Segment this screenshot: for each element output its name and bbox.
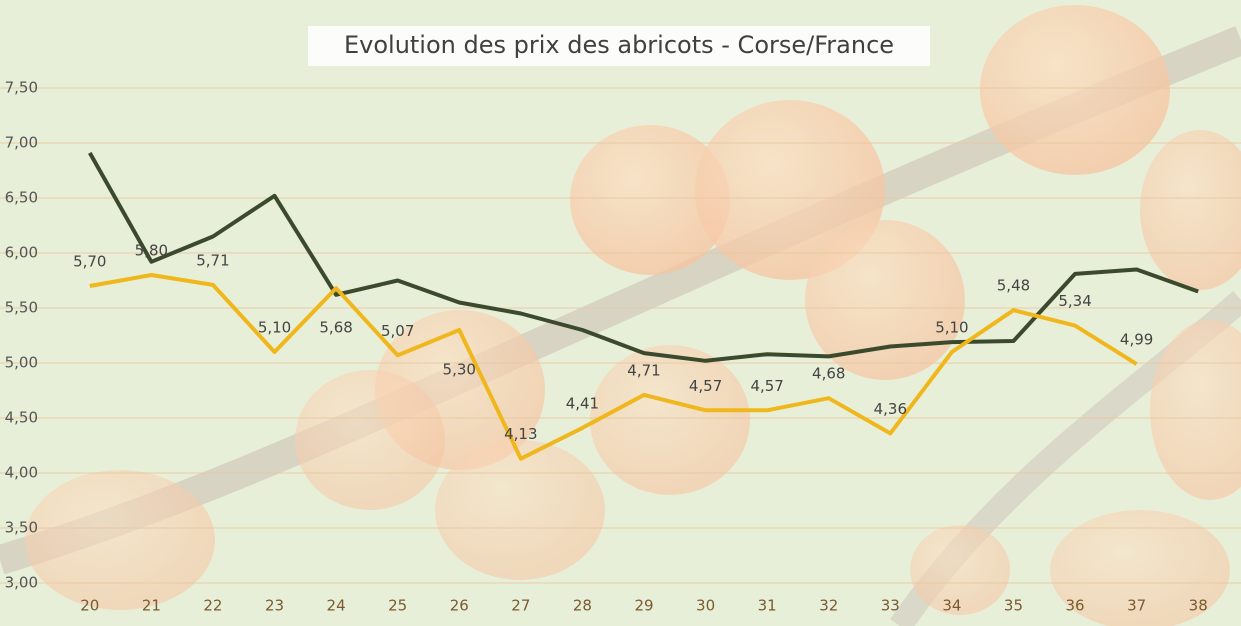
data-label: 5,30 bbox=[443, 361, 476, 379]
x-tick-label: 37 bbox=[1127, 597, 1146, 615]
x-tick-label: 29 bbox=[634, 597, 653, 615]
y-tick-label: 3,50 bbox=[5, 519, 38, 537]
data-label: 4,57 bbox=[750, 377, 783, 395]
x-tick-label: 25 bbox=[388, 597, 407, 615]
data-label: 4,99 bbox=[1120, 331, 1153, 349]
data-label: 4,41 bbox=[566, 394, 599, 412]
x-tick-label: 28 bbox=[573, 597, 592, 615]
data-label: 4,36 bbox=[874, 400, 907, 418]
x-tick-label: 26 bbox=[450, 597, 469, 615]
x-tick-label: 30 bbox=[696, 597, 715, 615]
x-tick-label: 34 bbox=[942, 597, 961, 615]
y-tick-label: 4,00 bbox=[5, 464, 38, 482]
data-label: 4,57 bbox=[689, 377, 722, 395]
y-tick-label: 5,50 bbox=[5, 299, 38, 317]
data-label: 5,10 bbox=[258, 319, 291, 337]
x-tick-label: 33 bbox=[881, 597, 900, 615]
x-tick-label: 27 bbox=[511, 597, 530, 615]
x-tick-label: 36 bbox=[1066, 597, 1085, 615]
x-tick-label: 22 bbox=[203, 597, 222, 615]
data-label: 5,34 bbox=[1058, 292, 1091, 310]
x-tick-label: 32 bbox=[819, 597, 838, 615]
chart-title: Evolution des prix des abricots - Corse/… bbox=[344, 31, 894, 59]
data-label: 5,70 bbox=[73, 253, 106, 271]
x-tick-label: 24 bbox=[327, 597, 346, 615]
y-tick-label: 5,00 bbox=[5, 354, 38, 372]
x-tick-label: 20 bbox=[80, 597, 99, 615]
background-photo bbox=[0, 0, 1241, 626]
x-tick-label: 31 bbox=[758, 597, 777, 615]
data-label: 5,71 bbox=[196, 251, 229, 269]
data-label: 5,10 bbox=[935, 319, 968, 337]
data-label: 5,80 bbox=[135, 242, 168, 260]
y-tick-label: 7,50 bbox=[5, 79, 38, 97]
data-label: 5,48 bbox=[997, 277, 1030, 295]
x-tick-label: 23 bbox=[265, 597, 284, 615]
data-label: 5,68 bbox=[319, 319, 352, 337]
y-tick-label: 3,00 bbox=[5, 574, 38, 592]
data-label: 5,07 bbox=[381, 322, 414, 340]
y-tick-label: 4,50 bbox=[5, 409, 38, 427]
x-tick-label: 38 bbox=[1189, 597, 1208, 615]
x-tick-label: 35 bbox=[1004, 597, 1023, 615]
y-tick-label: 6,00 bbox=[5, 244, 38, 262]
y-tick-label: 7,00 bbox=[5, 134, 38, 152]
chart: 3,00 3,50 4,00 4,50 5,00 5,50 6,00 6,50 7,00 7,50… bbox=[0, 0, 1241, 626]
y-tick-label: 6,50 bbox=[5, 189, 38, 207]
data-label: 4,71 bbox=[627, 361, 660, 379]
data-label: 4,68 bbox=[812, 365, 845, 383]
x-tick-label: 21 bbox=[142, 597, 161, 615]
data-label: 4,13 bbox=[504, 425, 537, 443]
